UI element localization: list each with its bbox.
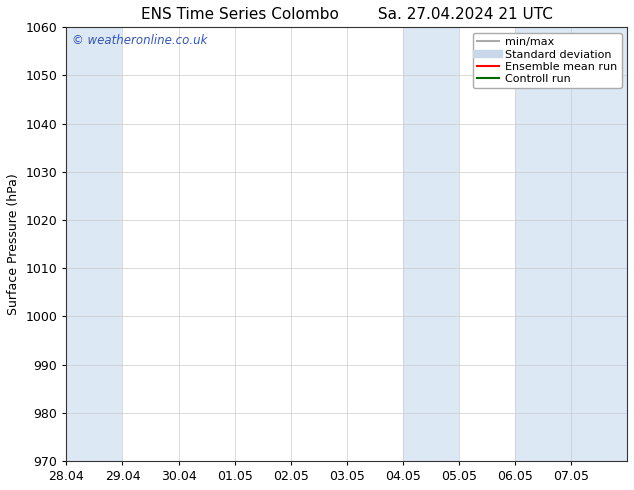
Bar	[403, 27, 459, 461]
Title: ENS Time Series Colombo        Sa. 27.04.2024 21 UTC: ENS Time Series Colombo Sa. 27.04.2024 2…	[141, 7, 553, 22]
Y-axis label: Surface Pressure (hPa): Surface Pressure (hPa)	[7, 173, 20, 315]
Legend: min/max, Standard deviation, Ensemble mean run, Controll run: min/max, Standard deviation, Ensemble me…	[472, 33, 621, 88]
Bar	[515, 27, 571, 461]
Text: © weatheronline.co.uk: © weatheronline.co.uk	[72, 34, 207, 47]
Bar	[571, 27, 627, 461]
Bar	[67, 27, 122, 461]
